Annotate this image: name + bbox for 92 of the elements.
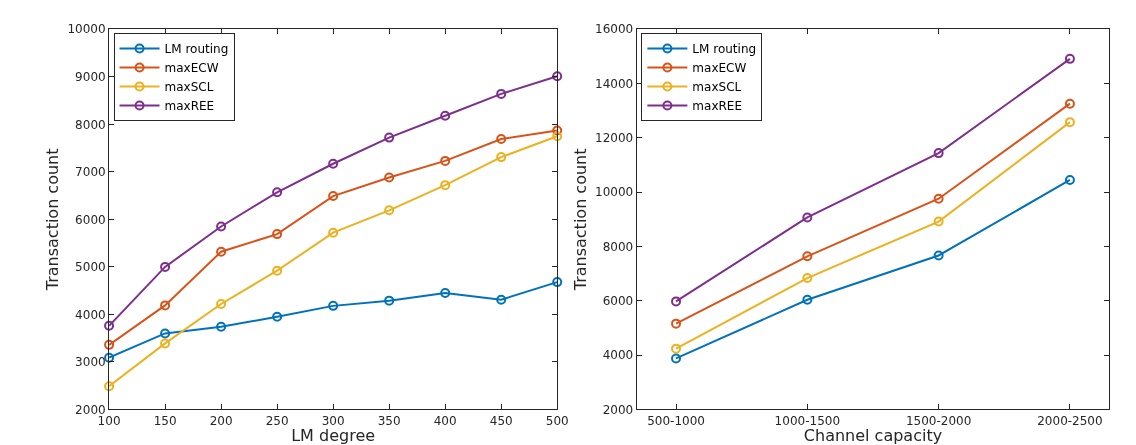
point xyxy=(384,132,395,143)
x-tick-label: 500-1000 xyxy=(647,413,705,428)
point xyxy=(272,229,283,240)
x-tick-label: 250 xyxy=(265,413,289,428)
legend-label: maxREE xyxy=(164,99,215,114)
point xyxy=(384,295,395,306)
point xyxy=(802,273,813,284)
y-axis-title: Transaction count xyxy=(43,148,63,292)
point xyxy=(1064,53,1075,64)
x-axis-title: LM degree xyxy=(291,426,376,445)
point xyxy=(1064,117,1075,128)
point xyxy=(440,155,451,166)
y-tick-label: 4000 xyxy=(602,348,634,363)
point xyxy=(160,261,171,272)
y-tick-label: 12000 xyxy=(595,131,634,146)
y-tick-label: 5000 xyxy=(75,260,106,275)
point xyxy=(272,265,283,276)
point xyxy=(328,191,339,202)
point xyxy=(552,131,563,142)
y-tick-label: 14000 xyxy=(595,76,634,91)
point xyxy=(328,158,339,169)
point xyxy=(104,352,115,363)
point xyxy=(671,353,682,364)
point xyxy=(933,216,944,227)
point xyxy=(552,277,563,288)
x-tick-label: 1500-2000 xyxy=(905,413,972,428)
point xyxy=(802,212,813,223)
point xyxy=(671,318,682,329)
x-tick-label: 350 xyxy=(377,413,401,428)
legend-label: maxECW xyxy=(692,61,747,76)
y-tick-label: 4000 xyxy=(75,307,106,322)
y-tick-label: 16000 xyxy=(595,22,634,37)
legend-label: maxSCL xyxy=(164,80,214,95)
point xyxy=(671,296,682,307)
x-tick-label: 450 xyxy=(489,413,513,428)
legend-label: maxSCL xyxy=(692,80,742,95)
y-tick-label: 3000 xyxy=(75,355,106,370)
point xyxy=(440,180,451,191)
point xyxy=(272,187,283,198)
x-tick-label: 200 xyxy=(209,413,233,428)
y-tick-label: 7000 xyxy=(75,165,106,180)
point xyxy=(933,148,944,159)
point xyxy=(384,205,395,216)
x-tick-label: 300 xyxy=(321,413,345,428)
x-tick-label: 150 xyxy=(153,413,177,428)
point xyxy=(1064,174,1075,185)
point xyxy=(440,288,451,299)
point xyxy=(552,71,563,82)
point xyxy=(496,152,507,163)
y-tick-label: 6000 xyxy=(602,294,634,309)
point xyxy=(496,294,507,305)
point xyxy=(104,320,115,331)
point xyxy=(216,321,227,332)
point xyxy=(104,339,115,350)
y-tick-label: 10000 xyxy=(595,185,634,200)
point xyxy=(802,294,813,305)
point xyxy=(384,172,395,183)
legend-label: LM routing xyxy=(164,42,229,57)
point xyxy=(328,300,339,311)
point xyxy=(160,300,171,311)
point xyxy=(160,328,171,339)
y-tick-label: 2000 xyxy=(602,402,634,417)
x-tick-label: 500 xyxy=(545,413,569,428)
y-axis-title: Transaction count xyxy=(570,148,590,292)
point xyxy=(104,381,115,392)
point xyxy=(671,343,682,354)
point xyxy=(216,221,227,232)
x-tick-label: 2000-2500 xyxy=(1037,413,1103,428)
y-tick-label: 8000 xyxy=(602,239,634,254)
point xyxy=(216,298,227,309)
y-tick-label: 10000 xyxy=(67,22,106,37)
point xyxy=(496,88,507,99)
legend-label: maxECW xyxy=(164,61,219,76)
point xyxy=(440,110,451,121)
legend-label: maxREE xyxy=(692,99,743,114)
x-tick-label: 1000-1500 xyxy=(774,413,841,428)
point xyxy=(802,251,813,262)
point xyxy=(160,338,171,349)
y-tick-label: 6000 xyxy=(75,212,106,227)
point xyxy=(496,134,507,145)
point xyxy=(933,250,944,261)
legend-label: LM routing xyxy=(692,42,757,57)
point xyxy=(552,125,563,136)
y-tick-label: 8000 xyxy=(75,117,106,132)
point xyxy=(272,311,283,322)
y-tick-label: 9000 xyxy=(75,69,106,84)
x-tick-label: 400 xyxy=(433,413,457,428)
point xyxy=(216,246,227,257)
point xyxy=(1064,98,1075,109)
point xyxy=(328,227,339,238)
point xyxy=(933,193,944,204)
x-axis-title: Channel capacity xyxy=(803,426,943,445)
